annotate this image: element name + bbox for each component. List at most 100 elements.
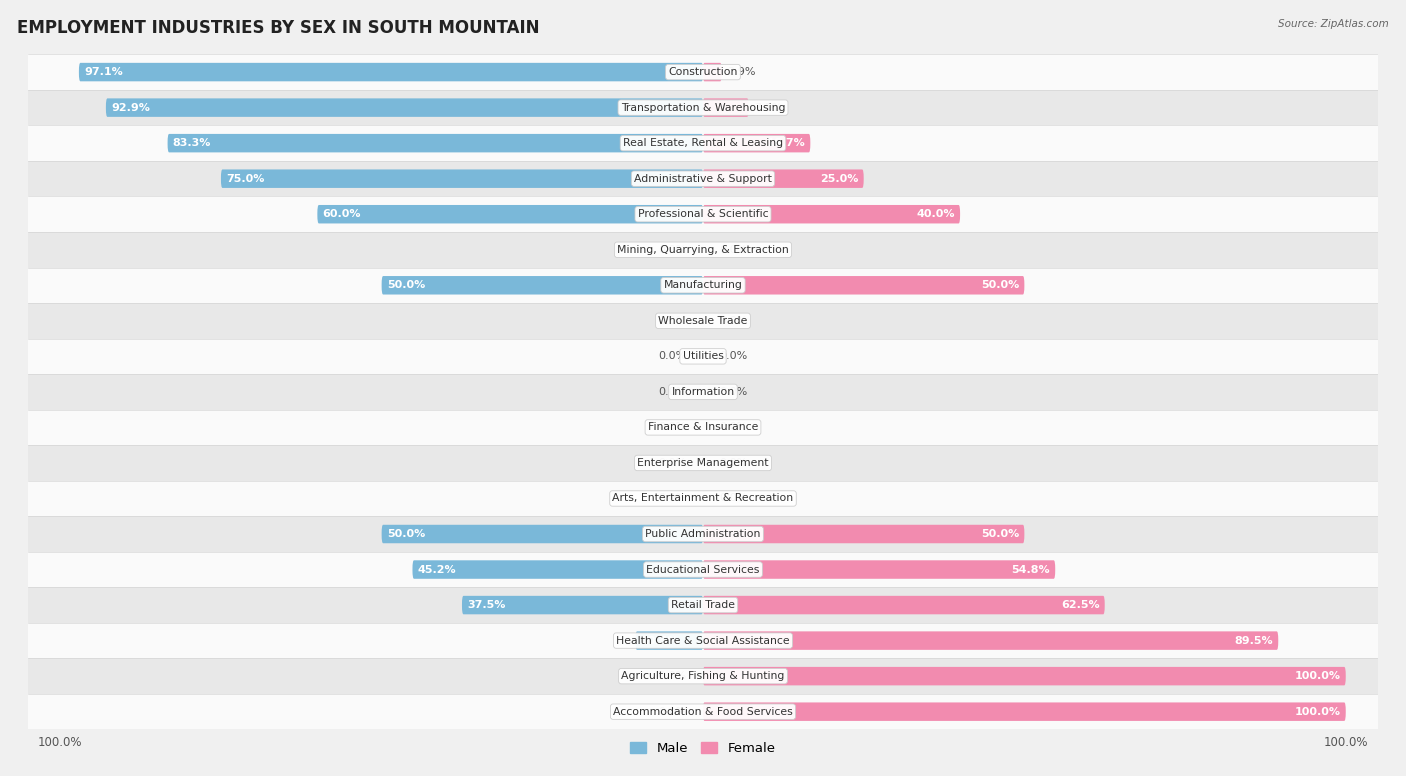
- FancyBboxPatch shape: [28, 658, 1378, 694]
- FancyBboxPatch shape: [167, 134, 703, 152]
- Text: Real Estate, Rental & Leasing: Real Estate, Rental & Leasing: [623, 138, 783, 148]
- FancyBboxPatch shape: [28, 161, 1378, 196]
- FancyBboxPatch shape: [28, 303, 1378, 338]
- FancyBboxPatch shape: [381, 276, 703, 295]
- Text: 0.0%: 0.0%: [658, 244, 688, 255]
- FancyBboxPatch shape: [412, 560, 703, 579]
- Text: 7.1%: 7.1%: [754, 102, 782, 113]
- Text: 0.0%: 0.0%: [658, 458, 688, 468]
- FancyBboxPatch shape: [703, 276, 1025, 295]
- Text: Educational Services: Educational Services: [647, 565, 759, 574]
- Text: 83.3%: 83.3%: [173, 138, 211, 148]
- Text: 0.0%: 0.0%: [718, 352, 748, 362]
- FancyBboxPatch shape: [28, 445, 1378, 480]
- FancyBboxPatch shape: [28, 90, 1378, 126]
- Text: Agriculture, Fishing & Hunting: Agriculture, Fishing & Hunting: [621, 671, 785, 681]
- Text: 10.5%: 10.5%: [641, 636, 679, 646]
- Text: 50.0%: 50.0%: [387, 280, 425, 290]
- FancyBboxPatch shape: [703, 134, 810, 152]
- Text: 0.0%: 0.0%: [658, 494, 688, 504]
- Text: 0.0%: 0.0%: [658, 422, 688, 432]
- Text: 0.0%: 0.0%: [658, 387, 688, 397]
- FancyBboxPatch shape: [703, 560, 1056, 579]
- FancyBboxPatch shape: [28, 410, 1378, 445]
- FancyBboxPatch shape: [703, 205, 960, 223]
- Text: 0.0%: 0.0%: [718, 494, 748, 504]
- FancyBboxPatch shape: [28, 480, 1378, 516]
- Text: 0.0%: 0.0%: [658, 671, 688, 681]
- FancyBboxPatch shape: [28, 552, 1378, 587]
- Text: 50.0%: 50.0%: [387, 529, 425, 539]
- Text: 0.0%: 0.0%: [718, 316, 748, 326]
- FancyBboxPatch shape: [463, 596, 703, 615]
- Text: Transportation & Warehousing: Transportation & Warehousing: [621, 102, 785, 113]
- FancyBboxPatch shape: [28, 516, 1378, 552]
- Text: 97.1%: 97.1%: [84, 67, 122, 77]
- FancyBboxPatch shape: [703, 596, 1105, 615]
- FancyBboxPatch shape: [636, 632, 703, 650]
- Text: 0.0%: 0.0%: [718, 387, 748, 397]
- Text: Professional & Scientific: Professional & Scientific: [638, 210, 768, 219]
- Text: 60.0%: 60.0%: [322, 210, 361, 219]
- FancyBboxPatch shape: [28, 126, 1378, 161]
- FancyBboxPatch shape: [28, 694, 1378, 729]
- Text: 0.0%: 0.0%: [718, 458, 748, 468]
- FancyBboxPatch shape: [28, 623, 1378, 658]
- Text: 40.0%: 40.0%: [917, 210, 955, 219]
- FancyBboxPatch shape: [79, 63, 703, 81]
- Text: Information: Information: [672, 387, 734, 397]
- Text: 0.0%: 0.0%: [658, 316, 688, 326]
- Text: Utilities: Utilities: [682, 352, 724, 362]
- Text: 89.5%: 89.5%: [1234, 636, 1272, 646]
- Text: 37.5%: 37.5%: [467, 600, 506, 610]
- FancyBboxPatch shape: [28, 587, 1378, 623]
- Text: Health Care & Social Assistance: Health Care & Social Assistance: [616, 636, 790, 646]
- FancyBboxPatch shape: [221, 169, 703, 188]
- Text: 0.0%: 0.0%: [658, 707, 688, 717]
- Text: 100.0%: 100.0%: [1295, 671, 1340, 681]
- Text: 45.2%: 45.2%: [418, 565, 457, 574]
- Text: Accommodation & Food Services: Accommodation & Food Services: [613, 707, 793, 717]
- Text: Administrative & Support: Administrative & Support: [634, 174, 772, 184]
- Text: Manufacturing: Manufacturing: [664, 280, 742, 290]
- FancyBboxPatch shape: [703, 702, 1346, 721]
- Text: 50.0%: 50.0%: [981, 529, 1019, 539]
- Text: 62.5%: 62.5%: [1062, 600, 1099, 610]
- Legend: Male, Female: Male, Female: [626, 736, 780, 760]
- Text: Wholesale Trade: Wholesale Trade: [658, 316, 748, 326]
- Text: Construction: Construction: [668, 67, 738, 77]
- FancyBboxPatch shape: [28, 196, 1378, 232]
- Text: 25.0%: 25.0%: [820, 174, 859, 184]
- Text: EMPLOYMENT INDUSTRIES BY SEX IN SOUTH MOUNTAIN: EMPLOYMENT INDUSTRIES BY SEX IN SOUTH MO…: [17, 19, 540, 37]
- FancyBboxPatch shape: [28, 268, 1378, 303]
- Text: 0.0%: 0.0%: [718, 422, 748, 432]
- Text: Arts, Entertainment & Recreation: Arts, Entertainment & Recreation: [613, 494, 793, 504]
- FancyBboxPatch shape: [28, 374, 1378, 410]
- Text: 50.0%: 50.0%: [981, 280, 1019, 290]
- FancyBboxPatch shape: [703, 169, 863, 188]
- Text: 0.0%: 0.0%: [658, 352, 688, 362]
- Text: Mining, Quarrying, & Extraction: Mining, Quarrying, & Extraction: [617, 244, 789, 255]
- Text: Enterprise Management: Enterprise Management: [637, 458, 769, 468]
- Text: 54.8%: 54.8%: [1011, 565, 1050, 574]
- FancyBboxPatch shape: [28, 338, 1378, 374]
- Text: 92.9%: 92.9%: [111, 102, 150, 113]
- Text: Public Administration: Public Administration: [645, 529, 761, 539]
- FancyBboxPatch shape: [703, 667, 1346, 685]
- FancyBboxPatch shape: [703, 99, 748, 117]
- Text: 16.7%: 16.7%: [766, 138, 806, 148]
- Text: 0.0%: 0.0%: [718, 244, 748, 255]
- FancyBboxPatch shape: [703, 525, 1025, 543]
- Text: Finance & Insurance: Finance & Insurance: [648, 422, 758, 432]
- Text: Retail Trade: Retail Trade: [671, 600, 735, 610]
- FancyBboxPatch shape: [703, 63, 721, 81]
- FancyBboxPatch shape: [381, 525, 703, 543]
- FancyBboxPatch shape: [703, 632, 1278, 650]
- Text: 2.9%: 2.9%: [727, 67, 755, 77]
- Text: 100.0%: 100.0%: [1295, 707, 1340, 717]
- FancyBboxPatch shape: [318, 205, 703, 223]
- Text: Source: ZipAtlas.com: Source: ZipAtlas.com: [1278, 19, 1389, 29]
- FancyBboxPatch shape: [105, 99, 703, 117]
- Text: 75.0%: 75.0%: [226, 174, 264, 184]
- FancyBboxPatch shape: [28, 54, 1378, 90]
